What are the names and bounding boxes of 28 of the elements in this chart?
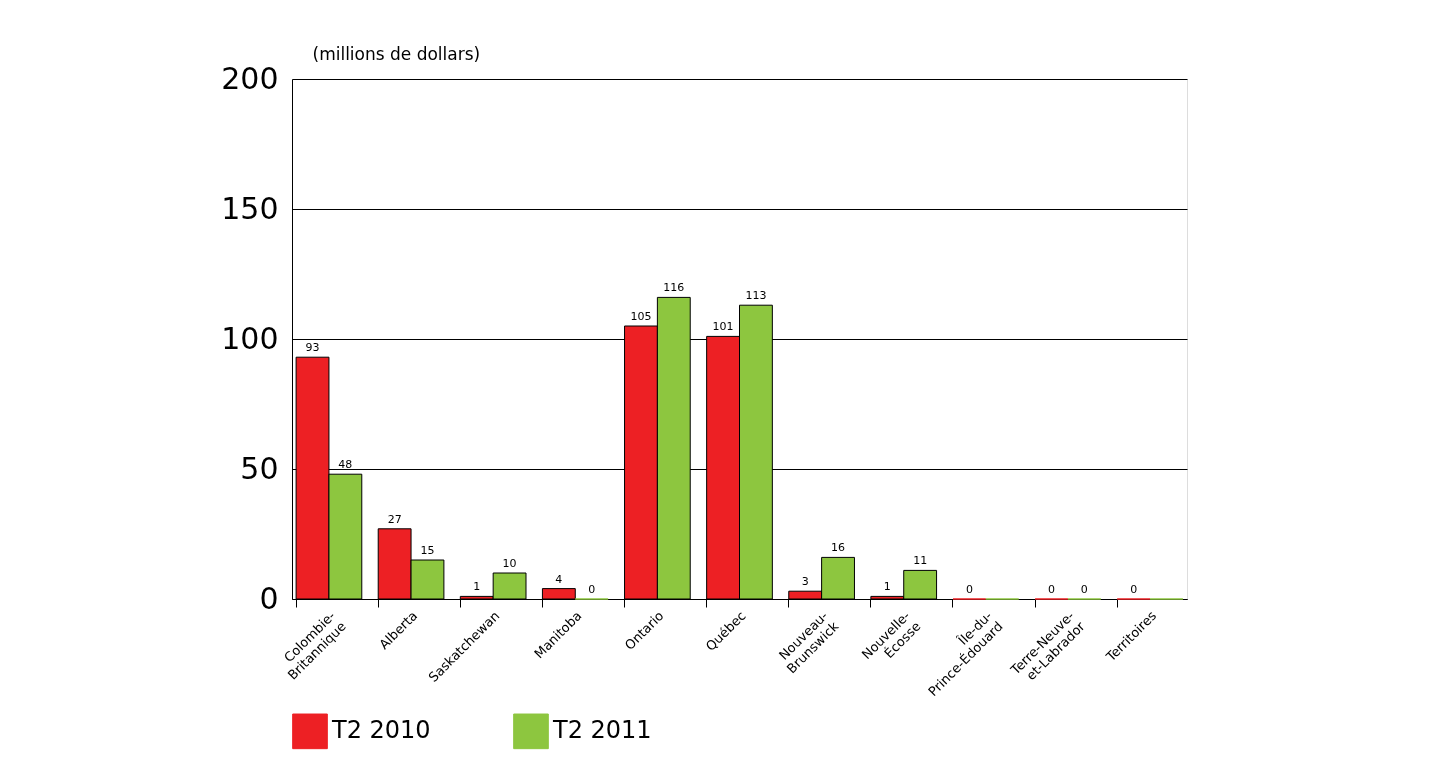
- data-label: 1: [473, 580, 481, 594]
- data-label: 113: [745, 289, 767, 303]
- data-label: 101: [712, 320, 734, 334]
- data-label: 0: [588, 583, 596, 596]
- data-label: 0: [965, 583, 973, 596]
- data-label: 48: [338, 458, 353, 472]
- legend-label: T2 2010: [331, 716, 431, 745]
- data-label: 1: [883, 580, 891, 594]
- data-label: 105: [630, 310, 652, 323]
- data-label: 4: [555, 572, 563, 586]
- y-tick-label: 50: [240, 450, 279, 486]
- data-label: 11: [913, 554, 928, 568]
- data-label: 16: [831, 541, 846, 555]
- y-tick-label: 200: [221, 60, 279, 96]
- data-label: 116: [663, 281, 685, 295]
- data-label: 93: [305, 341, 320, 355]
- data-label: 27: [387, 512, 402, 526]
- y-tick-label: 0: [259, 580, 279, 616]
- data-label: 15: [420, 544, 435, 557]
- y-axis-title: (millions de dollars): [312, 43, 481, 64]
- data-label: 3: [801, 575, 809, 589]
- data-label: 0: [1048, 583, 1056, 596]
- data-label: 0: [1130, 583, 1138, 596]
- data-label: 10: [502, 557, 517, 570]
- y-tick-label: 100: [221, 320, 279, 356]
- y-tick-label: 150: [221, 190, 279, 226]
- data-label: 0: [1080, 583, 1088, 596]
- legend-label: T2 2011: [552, 716, 652, 745]
